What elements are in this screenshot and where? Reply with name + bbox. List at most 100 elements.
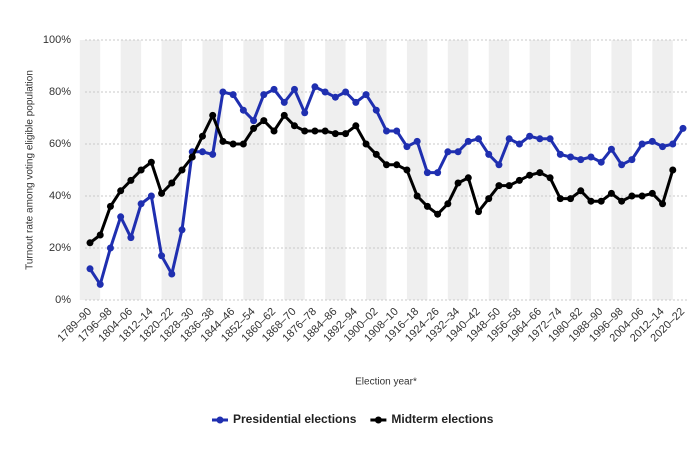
data-point bbox=[372, 150, 380, 158]
data-point bbox=[567, 153, 575, 161]
data-point bbox=[597, 197, 605, 205]
data-point bbox=[168, 179, 176, 187]
data-point bbox=[147, 192, 155, 200]
data-point bbox=[454, 179, 462, 187]
data-point bbox=[280, 111, 288, 119]
data-point bbox=[587, 153, 595, 161]
data-point bbox=[311, 127, 319, 135]
data-point bbox=[383, 127, 390, 135]
data-point bbox=[659, 200, 667, 208]
data-point bbox=[96, 280, 104, 288]
data-point bbox=[423, 202, 431, 210]
data-point bbox=[137, 200, 145, 208]
data-point bbox=[96, 231, 104, 239]
legend-swatch-dot bbox=[374, 416, 382, 424]
data-point bbox=[198, 132, 206, 140]
data-point bbox=[270, 127, 278, 135]
data-point bbox=[372, 106, 380, 114]
data-point bbox=[577, 156, 585, 164]
data-point bbox=[536, 169, 544, 177]
band bbox=[406, 40, 428, 300]
data-point bbox=[209, 150, 217, 158]
data-point bbox=[117, 213, 125, 221]
data-point bbox=[342, 88, 350, 96]
data-point bbox=[168, 270, 176, 278]
data-point bbox=[423, 169, 431, 177]
series-line bbox=[89, 113, 675, 244]
data-point bbox=[546, 174, 554, 182]
data-point bbox=[86, 239, 94, 247]
data-point bbox=[219, 88, 227, 96]
data-point bbox=[659, 143, 667, 151]
data-point bbox=[546, 135, 554, 143]
data-point bbox=[393, 127, 401, 135]
data-point bbox=[669, 140, 677, 148]
data-point bbox=[526, 132, 534, 140]
data-point bbox=[607, 145, 615, 153]
data-point bbox=[331, 93, 339, 101]
data-point bbox=[321, 127, 329, 135]
data-point bbox=[464, 174, 472, 182]
data-point bbox=[352, 98, 360, 106]
data-point bbox=[628, 156, 636, 164]
data-point bbox=[270, 85, 278, 93]
data-point bbox=[137, 166, 145, 174]
legend-label: Midterm elections bbox=[391, 412, 493, 426]
data-point bbox=[434, 210, 442, 218]
data-point bbox=[413, 192, 421, 200]
data-point bbox=[515, 176, 523, 184]
data-point bbox=[526, 171, 534, 179]
band bbox=[488, 40, 510, 300]
data-point bbox=[679, 124, 687, 132]
data-point bbox=[648, 189, 656, 197]
data-point bbox=[618, 197, 626, 205]
data-point bbox=[219, 137, 227, 145]
data-point bbox=[597, 158, 605, 166]
data-point bbox=[362, 140, 370, 148]
data-point bbox=[229, 91, 237, 99]
data-point bbox=[515, 140, 523, 148]
data-point bbox=[495, 161, 503, 169]
data-point bbox=[178, 166, 186, 174]
band bbox=[366, 40, 387, 300]
data-point bbox=[638, 192, 646, 200]
band bbox=[243, 40, 264, 300]
band bbox=[284, 40, 305, 300]
data-point bbox=[383, 161, 390, 169]
data-point bbox=[495, 182, 503, 190]
y-tick-label: 60% bbox=[49, 138, 71, 150]
data-point bbox=[434, 169, 442, 177]
data-point bbox=[567, 195, 575, 203]
data-point bbox=[413, 137, 421, 145]
data-point bbox=[331, 130, 339, 138]
data-point bbox=[260, 117, 268, 125]
data-point bbox=[577, 187, 585, 195]
band bbox=[325, 40, 346, 300]
data-point bbox=[475, 135, 483, 143]
data-point bbox=[188, 153, 196, 161]
data-point bbox=[352, 122, 360, 130]
y-tick-label: 0% bbox=[55, 294, 71, 306]
data-point bbox=[444, 148, 452, 156]
data-point bbox=[618, 161, 626, 169]
band bbox=[447, 40, 469, 300]
data-point bbox=[393, 161, 401, 169]
data-point bbox=[607, 189, 615, 197]
data-point bbox=[239, 140, 247, 148]
y-axis-title: Turnout rate among voting eligible popul… bbox=[25, 70, 36, 270]
band bbox=[570, 40, 591, 300]
legend-label: Presidential elections bbox=[233, 412, 357, 426]
data-point bbox=[106, 244, 114, 252]
data-point bbox=[127, 176, 135, 184]
data-point bbox=[311, 83, 319, 91]
data-point bbox=[362, 91, 370, 99]
x-axis-title: Election year* bbox=[355, 377, 417, 388]
band bbox=[161, 40, 183, 300]
data-point bbox=[536, 135, 544, 143]
data-point bbox=[301, 127, 309, 135]
data-point bbox=[454, 148, 462, 156]
data-point bbox=[464, 137, 472, 145]
data-point bbox=[403, 143, 411, 151]
data-point bbox=[556, 150, 564, 158]
data-point bbox=[178, 226, 186, 234]
